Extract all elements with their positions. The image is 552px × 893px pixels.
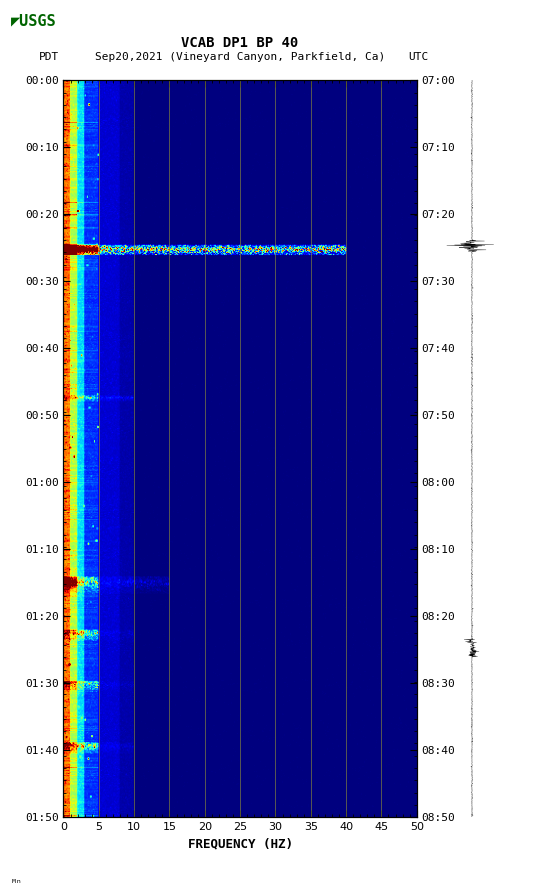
X-axis label: FREQUENCY (HZ): FREQUENCY (HZ)	[188, 838, 293, 850]
Text: PDT: PDT	[39, 52, 59, 62]
Text: ◤USGS: ◤USGS	[11, 13, 57, 29]
Text: UTC: UTC	[408, 52, 429, 62]
Text: Sep20,2021 (Vineyard Canyon, Parkfield, Ca): Sep20,2021 (Vineyard Canyon, Parkfield, …	[95, 52, 385, 62]
Text: VCAB DP1 BP 40: VCAB DP1 BP 40	[182, 36, 299, 50]
Text: ᴹⁿ: ᴹⁿ	[11, 879, 23, 889]
